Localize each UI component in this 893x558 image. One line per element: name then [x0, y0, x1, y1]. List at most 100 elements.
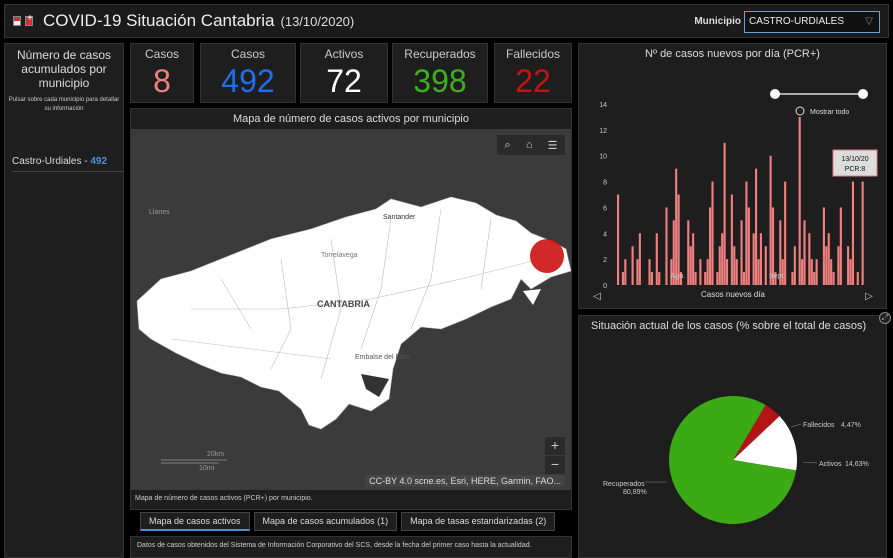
chart-bar[interactable]	[837, 246, 840, 285]
chart-bar[interactable]	[735, 259, 738, 285]
chart-bar[interactable]	[655, 233, 658, 285]
municipio-select[interactable]: CASTRO-URDIALES ▽	[744, 11, 880, 33]
chart-bar[interactable]	[711, 181, 714, 285]
home-icon[interactable]: ⌂	[525, 139, 533, 151]
map-panel[interactable]: Mapa de número de casos activos por muni…	[130, 108, 572, 510]
chart-bar[interactable]	[621, 272, 624, 285]
data-note: Datos de casos obtenidos del Sistema de …	[130, 536, 572, 558]
chart-bar[interactable]	[689, 246, 692, 285]
chart-bar[interactable]	[679, 272, 683, 285]
chart-bar[interactable]	[769, 155, 772, 285]
tab-tasas-estandarizadas[interactable]: Mapa de tasas estandarizadas (2)	[401, 512, 556, 531]
chart-bar[interactable]	[699, 259, 702, 285]
pie-slice[interactable]	[669, 396, 797, 524]
chart-bar[interactable]	[631, 246, 634, 285]
tab-casos-acumulados[interactable]: Mapa de casos acumulados (1)	[253, 512, 398, 531]
chevron-down-icon: ▽	[865, 16, 873, 27]
chart-bar[interactable]	[670, 259, 673, 285]
chart-bar[interactable]	[839, 207, 842, 285]
chart-bar[interactable]	[650, 272, 654, 285]
chart-bar[interactable]	[827, 233, 830, 285]
legend-list-icon[interactable]: ☰	[547, 139, 558, 152]
chart-bar[interactable]	[851, 181, 855, 285]
chart-bar[interactable]	[791, 272, 794, 285]
chart-bar[interactable]	[709, 207, 712, 285]
chart-bar[interactable]	[648, 259, 651, 285]
chart-bar[interactable]	[675, 168, 678, 285]
chart-bar[interactable]	[847, 246, 850, 285]
chart-bar[interactable]	[658, 272, 661, 285]
chart-bar[interactable]	[725, 259, 729, 285]
chart-bar[interactable]	[822, 207, 825, 285]
scroll-right-icon[interactable]: ▷	[865, 291, 873, 302]
map-canvas[interactable]: Llanes Santander Torrelavega CANTABRIA E…	[131, 129, 573, 489]
chart-bar[interactable]	[665, 207, 668, 285]
chart-bar[interactable]	[798, 116, 801, 285]
chart-bar[interactable]	[730, 194, 733, 286]
chart-bar[interactable]	[801, 259, 804, 285]
chart-bar[interactable]	[706, 259, 709, 285]
chart-bar[interactable]	[861, 181, 864, 285]
chart-bar[interactable]	[832, 272, 835, 285]
case-status-pie[interactable]: Recuperados 80,89% Fallecidos 4,47% Acti…	[579, 332, 888, 552]
chart-bar[interactable]	[825, 246, 828, 285]
chart-bar[interactable]	[742, 272, 746, 285]
chart-bar[interactable]	[793, 246, 796, 285]
chart-bar[interactable]	[694, 272, 697, 285]
search-icon[interactable]: ⌕	[504, 138, 511, 151]
chart-bar[interactable]	[815, 259, 818, 285]
stat-label: Recuperados	[404, 47, 476, 61]
chart-bar[interactable]	[723, 142, 726, 285]
reset-zoom-label[interactable]: Mostrar todo	[810, 109, 849, 116]
range-slider-handle-left[interactable]	[770, 89, 780, 99]
chart-bar[interactable]	[624, 259, 627, 285]
zoom-in-button[interactable]: +	[545, 437, 565, 455]
chart-bar[interactable]	[721, 233, 724, 285]
range-slider-handle-right[interactable]	[858, 89, 868, 99]
chart-bar[interactable]	[784, 181, 787, 285]
chart-bar[interactable]	[692, 233, 695, 285]
chart-bar[interactable]	[771, 207, 775, 285]
chart-bar[interactable]	[781, 259, 784, 285]
chart-bar[interactable]	[617, 194, 620, 286]
chart-bar[interactable]	[672, 220, 675, 285]
chart-bar[interactable]	[830, 259, 833, 285]
pie-value-recuperados: 80,89%	[623, 489, 647, 496]
chart-bar[interactable]	[716, 272, 719, 285]
stat-activos: Activos 72	[300, 43, 388, 103]
chart-bar[interactable]	[779, 220, 782, 285]
chart-bar[interactable]	[752, 233, 755, 285]
chart-bar[interactable]	[733, 246, 736, 285]
list-item[interactable]: Castro-Urdiales - 492	[12, 156, 123, 172]
scroll-left-icon[interactable]: ◁	[593, 291, 601, 302]
cantabria-region[interactable]	[136, 196, 572, 430]
tab-casos-activos[interactable]: Mapa de casos activos	[140, 512, 250, 531]
chart-bar[interactable]	[849, 259, 852, 285]
pie-slice[interactable]	[733, 404, 780, 460]
chart-bar[interactable]	[803, 220, 806, 285]
chart-bar[interactable]	[810, 259, 813, 285]
chart-bar[interactable]	[764, 246, 767, 285]
chart-bar[interactable]	[747, 207, 750, 285]
chart-bar[interactable]	[813, 272, 816, 285]
chart-bar[interactable]	[759, 233, 762, 285]
chart-bar[interactable]	[808, 233, 811, 285]
zoom-out-icon[interactable]	[795, 106, 805, 116]
expand-icon[interactable]: ⤢	[879, 312, 891, 324]
chart-bar[interactable]	[704, 272, 707, 285]
chart-bar[interactable]	[740, 220, 743, 285]
active-cases-bubble[interactable]	[530, 239, 564, 273]
pie-slice[interactable]	[733, 416, 797, 471]
chart-bar[interactable]	[757, 259, 760, 285]
chart-bar[interactable]	[856, 272, 859, 285]
chart-bar[interactable]	[755, 168, 758, 285]
chart-bar[interactable]	[687, 220, 690, 285]
zoom-out-button[interactable]: −	[545, 456, 565, 474]
chart-bar[interactable]	[638, 233, 641, 285]
chart-bar[interactable]	[677, 194, 680, 286]
chart-bar[interactable]	[774, 272, 777, 285]
chart-bar[interactable]	[745, 181, 748, 285]
chart-bar[interactable]	[636, 259, 639, 285]
chart-bar[interactable]	[718, 246, 721, 285]
